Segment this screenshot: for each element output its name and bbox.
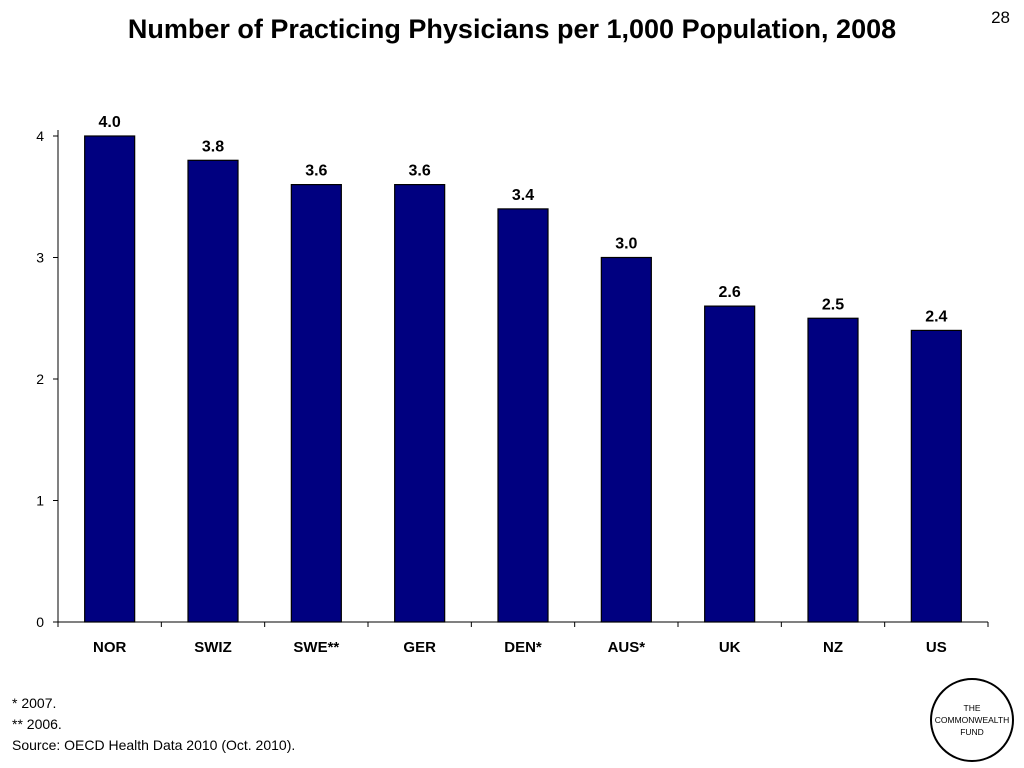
data-label: 4.0 xyxy=(99,114,121,131)
footnotes: * 2007. ** 2006. Source: OECD Health Dat… xyxy=(12,693,295,756)
bar-swiz xyxy=(187,159,239,623)
x-tick-label: US xyxy=(926,639,947,656)
x-tick-label: UK xyxy=(719,639,741,656)
bar-chart: 0 1 2 3 4 4.0 NOR 3.8 SWIZ 3.6 SWE** 3.6 GER 3.4 DEN* 3… xyxy=(36,114,989,656)
bar-uk xyxy=(704,305,756,623)
chart-title: Number of Practicing Physicians per 1,00… xyxy=(127,14,897,44)
data-label: 3.6 xyxy=(409,163,431,180)
data-label: 3.4 xyxy=(512,187,534,204)
x-tick-label: SWE** xyxy=(293,639,339,656)
footnote-2007: * 2007. xyxy=(12,695,57,711)
logo-text-line1: THE xyxy=(963,703,981,713)
commonwealth-fund-logo: THE COMMONWEALTH FUND xyxy=(930,678,1014,762)
logo-text-line3: FUND xyxy=(960,727,984,737)
data-label: 3.8 xyxy=(202,138,224,155)
bar-nz xyxy=(807,317,859,623)
logo-text-line2: COMMONWEALTH xyxy=(934,715,1010,725)
x-tick-label: AUS* xyxy=(608,639,646,656)
source-note: Source: OECD Health Data 2010 (Oct. 2010… xyxy=(12,737,296,753)
data-label: 2.5 xyxy=(822,296,844,313)
y-tick-label: 0 xyxy=(36,614,44,630)
data-label: 2.6 xyxy=(719,284,741,301)
x-tick-label: NOR xyxy=(93,639,127,656)
x-tick-label: NZ xyxy=(823,639,843,656)
slide-number: 28 xyxy=(991,8,1010,27)
x-tick-label: SWIZ xyxy=(194,639,232,656)
data-label: 3.0 xyxy=(615,236,637,253)
bar-ger xyxy=(394,184,446,623)
footnote-2006: ** 2006. xyxy=(12,716,62,732)
data-label: 2.4 xyxy=(925,308,947,325)
x-tick-label: DEN* xyxy=(504,639,542,656)
y-tick-label: 3 xyxy=(36,250,44,266)
y-tick-label: 1 xyxy=(36,493,44,509)
bar-den xyxy=(497,208,549,623)
y-tick-label: 2 xyxy=(36,371,44,387)
data-label: 3.6 xyxy=(305,163,327,180)
bar-swe xyxy=(290,184,342,623)
bar-us xyxy=(910,329,962,623)
x-tick-label: GER xyxy=(403,639,436,656)
bar-nor xyxy=(84,135,136,623)
y-tick-label: 4 xyxy=(36,128,44,144)
bar-aus xyxy=(600,256,652,623)
